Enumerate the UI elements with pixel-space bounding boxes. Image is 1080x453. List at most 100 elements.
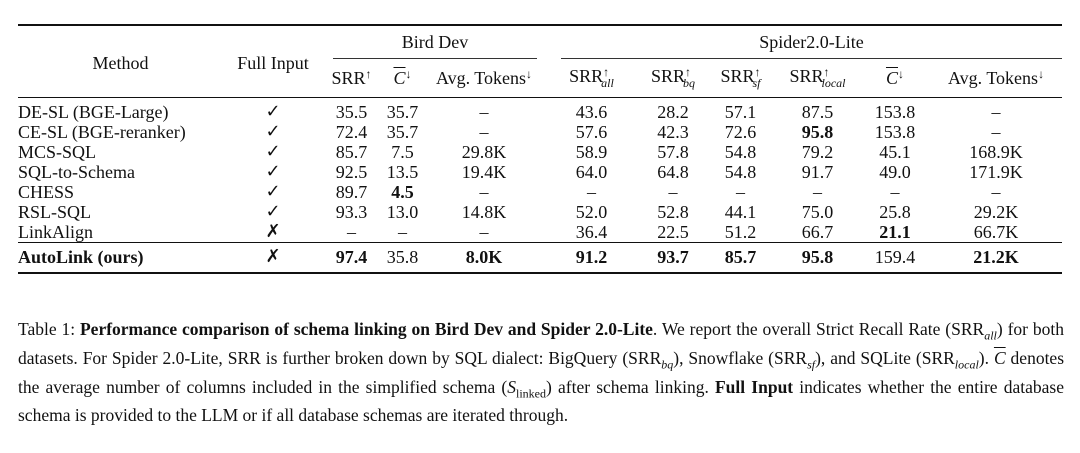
value-cell: 54.8 <box>724 162 757 182</box>
value-cell: 95.8 <box>775 242 860 273</box>
header-srr-sf: SRR↑sf <box>720 65 761 90</box>
value-cell: 87.5 <box>775 97 860 122</box>
value-cell: – <box>668 182 678 202</box>
value-cell: 8.0K <box>425 242 543 273</box>
table-row: SQL-to-Schema ✓ 92.5 13.5 19.4K 64.0 64.8 54.8 9… <box>18 161 1062 183</box>
method-cell: CHESS <box>18 182 75 202</box>
value-cell: 21.2K <box>930 242 1063 273</box>
value-cell: 57.1 <box>706 97 775 122</box>
table-caption: Table 1: Performance comparison of schem… <box>18 319 1065 426</box>
value-cell: 75.0 <box>801 202 834 222</box>
method-cell: DE-SL (BGE-Large) <box>18 97 223 122</box>
method-cell: AutoLink (ours) <box>18 242 223 273</box>
value-cell: 36.4 <box>575 222 608 242</box>
method-cell: LinkAlign <box>18 222 93 242</box>
value-cell: 13.0 <box>386 202 419 222</box>
value-cell: 29.2K <box>973 202 1019 222</box>
value-cell: 13.5 <box>386 162 419 182</box>
value-cell: – <box>736 182 745 202</box>
header-bird-dev: Bird Dev <box>333 26 537 59</box>
value-cell: 35.7 <box>386 122 419 142</box>
value-cell: 93.7 <box>640 242 706 273</box>
method-cell: RSL-SQL <box>18 202 92 222</box>
value-cell: 171.9K <box>969 162 1023 182</box>
table-row: MCS-SQL ✓ 85.7 7.5 29.8K 58.9 57.8 54.8 79.2 45.1… <box>18 142 1062 163</box>
full-input-mark: ✓ <box>223 97 323 122</box>
value-cell: 4.5 <box>391 182 414 202</box>
header-srr-local: SRR↑local <box>789 65 846 90</box>
value-cell: 153.8 <box>874 122 916 142</box>
full-input-mark: ✓ <box>265 161 281 182</box>
value-cell: 19.4K <box>461 162 507 182</box>
value-cell: – <box>930 97 1063 122</box>
value-cell: 153.8 <box>860 97 930 122</box>
header-spider-c: C↓ <box>885 67 904 88</box>
value-cell: – <box>991 182 1001 202</box>
value-cell: 95.8 <box>801 122 834 142</box>
value-cell: 14.8K <box>461 202 507 222</box>
value-cell: 49.0 <box>879 162 911 182</box>
header-srr-bq: SRR↑bq <box>650 65 696 90</box>
header-srr-all: SRR↑all <box>569 65 614 90</box>
value-cell: 54.8 <box>724 142 757 162</box>
value-cell: 72.6 <box>724 122 757 142</box>
value-cell: 57.6 <box>575 122 608 142</box>
value-cell: – <box>991 122 1001 142</box>
value-cell: – <box>587 182 596 202</box>
value-cell: 58.9 <box>575 142 608 162</box>
value-cell: 66.7 <box>801 222 834 242</box>
full-input-mark: ✗ <box>265 221 281 242</box>
header-bird-srr: SRR↑ <box>331 67 372 88</box>
header-method: Method <box>92 53 149 73</box>
header-bird-tokens: Avg. Tokens↓ <box>435 67 533 88</box>
table-row: CE-SL (BGE-reranker) ✓ 72.4 35.7 – 57.6 42.3 72… <box>18 121 1062 143</box>
value-cell: 42.3 <box>657 122 689 142</box>
value-cell: – <box>479 182 489 202</box>
value-cell: 45.1 <box>879 142 911 162</box>
method-cell: MCS-SQL <box>18 142 97 162</box>
value-cell: – <box>347 222 356 242</box>
table-row: RSL-SQL ✓ 93.3 13.0 14.8K 52.0 52.8 44.1 75.0 25.… <box>18 202 1062 223</box>
header-full-input: Full Input <box>237 53 309 73</box>
value-cell: 22.5 <box>657 222 689 242</box>
method-cell: SQL-to-Schema <box>18 162 135 182</box>
value-cell: 21.1 <box>879 222 911 242</box>
value-cell: 85.7 <box>335 142 368 162</box>
value-cell: 52.0 <box>575 202 608 222</box>
value-cell: 168.9K <box>969 142 1023 162</box>
header-spider: Spider2.0-Lite <box>561 26 1063 59</box>
results-table: Method Full Input Bird Dev Spider2.0-Lit… <box>18 24 1063 274</box>
value-cell: – <box>398 222 407 242</box>
value-cell: – <box>813 182 822 202</box>
value-cell: 97.4 <box>323 242 380 273</box>
full-input-mark: ✓ <box>265 121 281 142</box>
value-cell: 89.7 <box>335 182 368 202</box>
value-cell: 64.8 <box>657 162 689 182</box>
full-input-mark: ✓ <box>265 181 281 202</box>
value-cell: 51.2 <box>724 222 757 242</box>
value-cell: 93.3 <box>335 202 368 222</box>
value-cell: – <box>479 222 489 242</box>
value-cell: 35.8 <box>380 242 425 273</box>
header-bird-c: C↓ <box>393 67 412 88</box>
value-cell: 28.2 <box>640 97 706 122</box>
value-cell: 92.5 <box>335 162 368 182</box>
value-cell: 66.7K <box>973 222 1019 242</box>
value-cell: 43.6 <box>543 97 640 122</box>
table-row: LinkAlign ✗ – – – 36.4 22.5 51.2 66.7 21.1 66.7K <box>18 222 1062 243</box>
full-input-mark: ✗ <box>223 242 323 273</box>
value-cell: 159.4 <box>860 242 930 273</box>
value-cell: 44.1 <box>724 202 757 222</box>
value-cell: – <box>425 97 543 122</box>
table-row: CHESS ✓ 89.7 4.5 – – – – – – – <box>18 181 1062 203</box>
value-cell: – <box>890 182 900 202</box>
value-cell: – <box>479 122 489 142</box>
value-cell: 25.8 <box>879 202 911 222</box>
table-row: AutoLink (ours) ✗ 97.4 35.8 8.0K 91.2 93.7 85.7… <box>18 242 1063 273</box>
value-cell: 72.4 <box>335 122 368 142</box>
value-cell: 64.0 <box>575 162 608 182</box>
value-cell: 91.7 <box>801 162 834 182</box>
value-cell: 7.5 <box>391 142 414 162</box>
value-cell: 79.2 <box>801 142 834 162</box>
value-cell: 85.7 <box>706 242 775 273</box>
